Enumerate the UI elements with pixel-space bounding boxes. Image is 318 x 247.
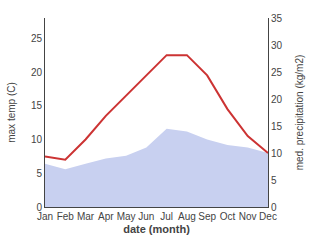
svg-text:20: 20 xyxy=(31,67,43,78)
svg-text:Mar: Mar xyxy=(77,211,95,222)
svg-text:5: 5 xyxy=(271,175,277,186)
svg-text:Jun: Jun xyxy=(138,211,154,222)
svg-text:15: 15 xyxy=(271,121,283,132)
svg-text:Sep: Sep xyxy=(198,211,216,222)
svg-text:0: 0 xyxy=(36,202,42,213)
svg-text:Feb: Feb xyxy=(57,211,75,222)
svg-text:Aug: Aug xyxy=(178,211,196,222)
svg-text:20: 20 xyxy=(271,94,283,105)
svg-text:25: 25 xyxy=(271,67,283,78)
svg-text:Nov: Nov xyxy=(239,211,257,222)
svg-text:Jan: Jan xyxy=(37,211,53,222)
svg-text:25: 25 xyxy=(31,33,43,44)
svg-text:15: 15 xyxy=(31,100,43,111)
svg-text:med. precipitation (kg/m2): med. precipitation (kg/m2) xyxy=(294,55,305,171)
svg-text:35: 35 xyxy=(271,13,283,24)
svg-text:Jul: Jul xyxy=(160,211,173,222)
svg-text:10: 10 xyxy=(31,134,43,145)
svg-text:10: 10 xyxy=(271,148,283,159)
svg-text:5: 5 xyxy=(36,168,42,179)
svg-text:max temp (C): max temp (C) xyxy=(6,82,17,143)
svg-text:May: May xyxy=(117,211,136,222)
svg-text:Apr: Apr xyxy=(98,211,114,222)
svg-text:0: 0 xyxy=(271,202,277,213)
svg-text:date (month): date (month) xyxy=(123,223,190,235)
svg-text:30: 30 xyxy=(271,40,283,51)
svg-text:Oct: Oct xyxy=(220,211,236,222)
svg-text:Dec: Dec xyxy=(259,211,277,222)
